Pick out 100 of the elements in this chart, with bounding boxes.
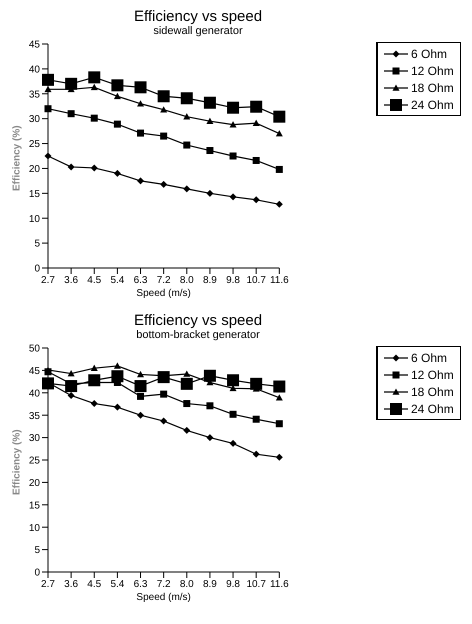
point	[230, 121, 237, 128]
point	[183, 142, 190, 149]
point	[276, 166, 283, 173]
point	[206, 190, 214, 197]
point	[137, 130, 144, 137]
point	[114, 120, 121, 128]
point	[160, 418, 168, 425]
x-tick-label: 3.6	[64, 275, 79, 286]
x-tick-label: 4.5	[87, 275, 102, 286]
x-tick-label: 5.4	[110, 275, 125, 286]
x-tick-label: 7.2	[156, 579, 172, 590]
point	[230, 193, 237, 200]
point	[90, 400, 98, 408]
point	[90, 164, 98, 172]
point	[252, 156, 260, 164]
y-tick-label: 20	[28, 478, 40, 489]
y-tick-label: 10	[28, 214, 40, 225]
point	[114, 92, 121, 100]
point	[250, 378, 262, 390]
point	[65, 380, 78, 392]
point	[158, 371, 170, 384]
y-tick-label: 5	[34, 545, 40, 556]
point	[204, 96, 216, 109]
y-tick-label: 40	[28, 64, 40, 76]
x-tick-label: 9.8	[226, 275, 240, 286]
point	[137, 412, 144, 419]
x-tick-label: 2.7	[41, 275, 56, 286]
point	[276, 420, 283, 428]
point	[252, 196, 260, 204]
y-tick-label: 30	[28, 433, 40, 444]
point	[180, 378, 193, 390]
x-tick-label: 8.0	[180, 275, 194, 286]
point	[111, 79, 124, 92]
point	[227, 374, 240, 386]
y-tick-label: 25	[28, 456, 40, 467]
point	[252, 450, 260, 458]
point	[183, 113, 190, 120]
point	[160, 106, 168, 113]
x-tick-label: 9.8	[226, 579, 240, 590]
point	[88, 71, 100, 84]
point	[276, 200, 283, 208]
x-tick-label: 11.6	[270, 579, 290, 590]
x-tick-label: 6.3	[134, 275, 148, 286]
y-axis-title: Efficiency (%)	[12, 429, 23, 495]
point	[276, 130, 283, 136]
y-tick-label: 5	[34, 238, 40, 250]
x-tick-label: 8.9	[202, 275, 218, 286]
point	[276, 454, 283, 461]
y-tick-label: 15	[28, 500, 40, 512]
legend-label: 12 Ohm	[411, 368, 454, 382]
point	[252, 416, 260, 423]
chart-title: Efficiency vs speed	[132, 8, 264, 25]
x-tick-label: 11.6	[270, 275, 290, 286]
x-tick-label: 8.0	[180, 579, 194, 590]
legend-label: 18 Ohm	[411, 80, 454, 94]
y-tick-label: 50	[28, 344, 40, 355]
point	[44, 105, 52, 112]
point	[273, 380, 286, 393]
x-tick-label: 10.7	[246, 275, 266, 286]
y-tick-label: 35	[28, 410, 40, 422]
point	[65, 78, 78, 90]
point	[68, 110, 75, 118]
point	[114, 170, 121, 177]
point	[90, 114, 98, 122]
point	[111, 370, 124, 382]
chart-subtitle: sidewall generator	[152, 25, 244, 38]
point	[137, 177, 144, 184]
x-tick-label: 4.5	[87, 579, 102, 590]
legend-label: 24 Ohm	[411, 98, 454, 112]
point	[44, 86, 52, 92]
point	[230, 410, 237, 418]
x-axis-title: Speed (m/s)	[136, 288, 191, 299]
point	[44, 152, 52, 160]
legend-label: 24 Ohm	[411, 402, 454, 416]
legend-label: 18 Ohm	[411, 384, 454, 398]
y-tick-label: 35	[28, 89, 40, 100]
legend-label: 6 Ohm	[411, 350, 448, 364]
x-tick-label: 10.7	[246, 579, 266, 590]
y-tick-label: 10	[28, 522, 40, 534]
point	[137, 370, 144, 378]
point	[230, 440, 237, 447]
point	[252, 120, 260, 126]
point	[206, 147, 214, 154]
y-tick-label: 15	[28, 188, 40, 200]
y-tick-label: 25	[28, 139, 40, 150]
y-tick-label: 45	[28, 366, 40, 377]
y-tick-label: 0	[34, 568, 40, 579]
point	[183, 185, 190, 192]
y-tick-label: 45	[28, 40, 40, 51]
x-tick-label: 3.6	[64, 579, 79, 590]
point	[160, 132, 168, 140]
point	[137, 392, 144, 400]
point	[160, 390, 168, 398]
point	[42, 74, 54, 86]
y-tick-label: 0	[34, 264, 40, 275]
chart-title: Efficiency vs speed	[132, 312, 264, 329]
x-tick-label: 7.2	[156, 275, 172, 286]
point	[158, 90, 170, 102]
x-tick-label: 2.7	[41, 579, 56, 590]
point	[134, 81, 147, 94]
